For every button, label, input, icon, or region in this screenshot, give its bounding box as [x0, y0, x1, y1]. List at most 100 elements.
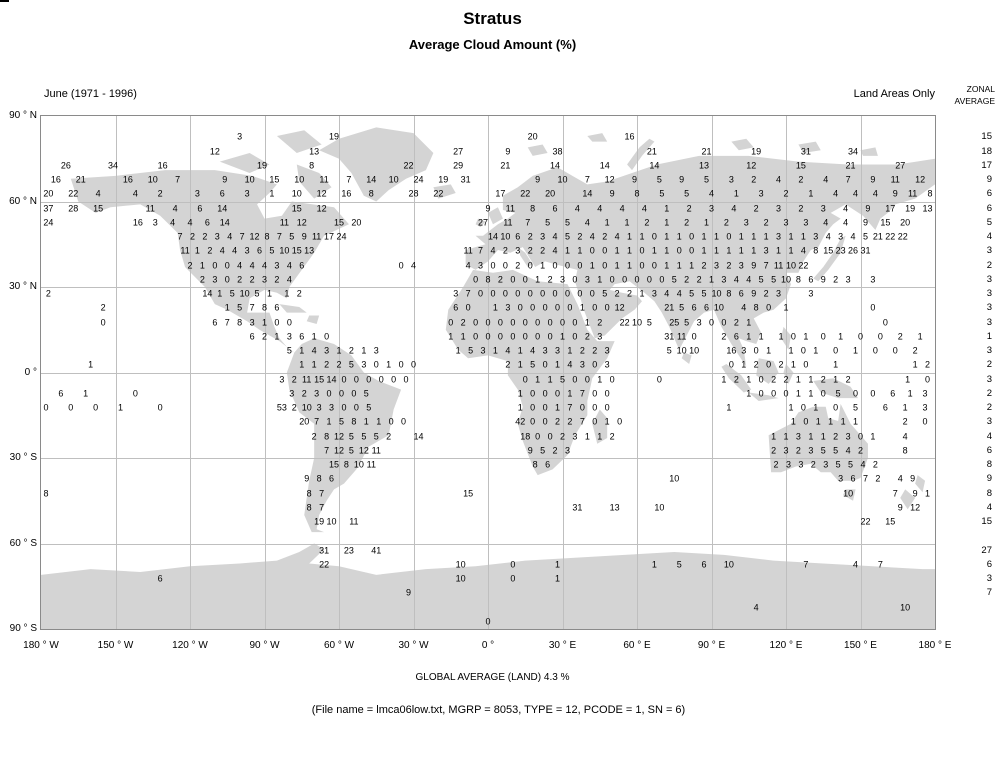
grid-cell-value: 10 [900, 602, 911, 613]
grid-cell-value: 0 [572, 317, 578, 328]
grid-cell-value: 4 [853, 188, 859, 199]
grid-cell-value: 0 [833, 345, 839, 356]
grid-cell-value: 8 [532, 459, 538, 470]
grid-cell-value: 9 [609, 188, 615, 199]
grid-cell-value: 2 [872, 459, 878, 470]
grid-cell-value: 5 [684, 188, 690, 199]
grid-cell-value: 1 [363, 416, 369, 427]
grid-cell-value: 0 [572, 374, 578, 385]
grid-cell-value: 3 [838, 473, 844, 484]
grid-cell-value: 2 [592, 345, 598, 356]
grid-cell-value: 0 [530, 416, 536, 427]
grid-cell-value: 0 [542, 402, 548, 413]
grid-cell-value: 1 [788, 245, 794, 256]
grid-cell-value: 7 [177, 231, 183, 242]
grid-cell-value: 10 [147, 174, 158, 185]
grid-cell-value: 21 [845, 160, 856, 171]
grid-cell-value: 9 [862, 217, 868, 228]
ellesmere-island [276, 130, 322, 154]
grid-cell-value: 4 [833, 188, 839, 199]
zonal-average-value: 6 [986, 202, 992, 214]
grid-cell-value: 0 [324, 331, 330, 342]
grid-cell-value: 4 [465, 260, 471, 271]
grid-cell-value: 5 [348, 445, 354, 456]
grid-cell-value: 1 [535, 374, 541, 385]
grid-cell-value: 3 [738, 260, 744, 271]
grid-cell-value: 2 [783, 188, 789, 199]
grid-cell-value: 0 [689, 231, 695, 242]
grid-cell-value: 0 [604, 302, 610, 313]
lat-axis-label: 60 ° N [9, 195, 37, 207]
grid-cell-value: 14 [413, 431, 424, 442]
grid-cell-value: 10 [455, 559, 466, 570]
grid-cell-value: 0 [224, 260, 230, 271]
grid-cell-value: 1 [815, 416, 821, 427]
grid-cell-value: 0 [326, 388, 332, 399]
grid-cell-value: 1 [808, 188, 814, 199]
grid-cell-value: 4 [860, 459, 866, 470]
grid-cell-value: 1 [828, 416, 834, 427]
grid-cell-value: 9 [910, 473, 916, 484]
grid-cell-value: 13 [922, 203, 933, 214]
grid-cell-value: 2 [348, 345, 354, 356]
grid-cell-value: 1 [299, 359, 305, 370]
map-gridline-parallel [41, 372, 935, 374]
grid-cell-value: 0 [639, 245, 645, 256]
grid-cell-value: 2 [778, 359, 784, 370]
grid-cell-value: 14 [487, 231, 498, 242]
grid-cell-value: 6 [704, 302, 710, 313]
grid-cell-value: 12 [915, 174, 926, 185]
grid-cell-value: 2 [833, 274, 839, 285]
grid-cell-value: 1 [833, 374, 839, 385]
grid-cell-value: 13 [309, 146, 320, 157]
zonal-average-value: 3 [986, 373, 992, 385]
franz-josef-island [587, 133, 608, 142]
coverage-label: Land Areas Only [853, 88, 935, 100]
grid-cell-value: 3 [776, 231, 782, 242]
grid-cell-value: 0 [728, 359, 734, 370]
grid-cell-value: 1 [614, 260, 620, 271]
grid-cell-value: 5 [701, 288, 707, 299]
grid-cell-value: 3 [572, 431, 578, 442]
grid-cell-value: 0 [726, 231, 732, 242]
grid-cell-value: 2 [684, 217, 690, 228]
grid-cell-value: 4 [597, 203, 603, 214]
grid-cell-value: 1 [555, 559, 561, 570]
grid-cell-value: 10 [654, 502, 665, 513]
grid-cell-value: 2 [798, 174, 804, 185]
zonal-average-value: 3 [986, 573, 992, 585]
grid-cell-value: 11 [366, 459, 376, 470]
grid-cell-value: 22 [619, 317, 630, 328]
grid-cell-value: 3 [776, 203, 782, 214]
grid-cell-value: 1 [274, 331, 280, 342]
novaya-zemlya-island [627, 138, 655, 171]
grid-cell-value: 22 [520, 188, 531, 199]
grid-cell-value: 31 [860, 245, 871, 256]
grid-cell-value: 3 [261, 274, 268, 285]
grid-cell-value: 0 [572, 331, 578, 342]
grid-cell-value: 20 [351, 217, 362, 228]
grid-cell-value: 3 [373, 345, 379, 356]
zonal-average-value: 3 [986, 416, 992, 428]
grid-cell-value: 0 [555, 388, 561, 399]
grid-cell-value: 0 [378, 374, 384, 385]
grid-cell-value: 1 [738, 245, 744, 256]
iceland-island [433, 184, 456, 199]
zonal-average-value: 17 [981, 159, 992, 171]
grid-cell-value: 0 [391, 374, 397, 385]
grid-cell-value: 14 [326, 374, 337, 385]
grid-cell-value: 14 [550, 160, 561, 171]
grid-cell-value: 0 [542, 359, 548, 370]
grid-cell-value: 1 [624, 217, 630, 228]
grid-cell-value: 1 [584, 431, 590, 442]
grid-cell-value: 0 [530, 302, 536, 313]
grid-cell-value: 4 [249, 260, 255, 271]
grid-cell-value: 3 [324, 345, 330, 356]
grid-cell-value: 4 [261, 260, 268, 271]
grid-cell-value: 28 [68, 203, 79, 214]
grid-cell-value: 5 [540, 445, 546, 456]
grid-cell-value: 6 [808, 274, 814, 285]
new-zealand-north-island [915, 475, 926, 493]
grid-cell-value: 2 [311, 431, 317, 442]
grid-cell-value: 2 [301, 388, 307, 399]
